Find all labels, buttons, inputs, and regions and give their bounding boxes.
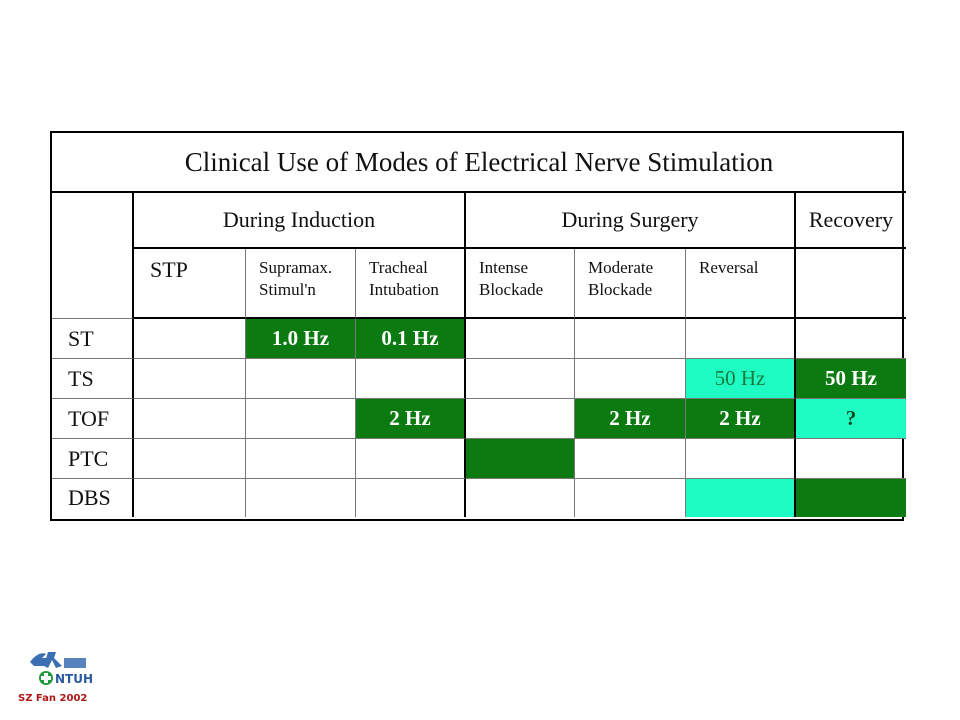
table-cell <box>134 319 246 359</box>
table-cell: 2 Hz <box>686 399 796 439</box>
ntuh-logo-icon: NTUH <box>30 652 93 686</box>
table-cell <box>246 479 356 517</box>
table-cell <box>134 399 246 439</box>
subheader-tracheal: Tracheal Intubation <box>356 249 466 319</box>
subheader-reversal: Reversal <box>686 249 796 319</box>
table-cell <box>466 479 575 517</box>
table-cell <box>796 479 906 517</box>
header-stub <box>52 193 134 319</box>
table-cell <box>134 479 246 517</box>
row-label-ts: TS <box>52 359 134 399</box>
subheader-stp: STP <box>134 249 246 319</box>
table-cell <box>134 439 246 479</box>
table-cell <box>796 319 906 359</box>
table-cell: 2 Hz <box>356 399 466 439</box>
subheader-recovery <box>796 249 906 319</box>
table-cell <box>575 439 686 479</box>
table-cell: 50 Hz <box>796 359 906 399</box>
table-title: Clinical Use of Modes of Electrical Nerv… <box>52 133 906 193</box>
table-cell <box>466 439 575 479</box>
table-cell: 50 Hz <box>686 359 796 399</box>
table-cell <box>246 399 356 439</box>
subheader-supramax: Supramax. Stimul'n <box>246 249 356 319</box>
table-cell: 1.0 Hz <box>246 319 356 359</box>
table-cell <box>686 439 796 479</box>
table-cell <box>796 439 906 479</box>
table-cell: ? <box>796 399 906 439</box>
row-label-tof: TOF <box>52 399 134 439</box>
table-cell <box>466 399 575 439</box>
group-header-recovery: Recovery <box>796 193 906 249</box>
table-cell <box>466 359 575 399</box>
table-cell <box>575 359 686 399</box>
table-cell <box>575 479 686 517</box>
table-cell <box>134 359 246 399</box>
subheader-moderate: Moderate Blockade <box>575 249 686 319</box>
group-header-induction: During Induction <box>134 193 466 249</box>
table-cell: 0.1 Hz <box>356 319 466 359</box>
table-cell <box>356 439 466 479</box>
ntuh-logo: NTUH <box>26 648 116 690</box>
table-cell <box>575 319 686 359</box>
group-header-surgery: During Surgery <box>466 193 796 249</box>
row-label-st: ST <box>52 319 134 359</box>
author-credit: SZ Fan 2002 <box>18 693 88 704</box>
table-cell: 2 Hz <box>575 399 686 439</box>
stimulation-table: Clinical Use of Modes of Electrical Nerv… <box>50 131 906 521</box>
row-label-ptc: PTC <box>52 439 134 479</box>
table-cell <box>466 319 575 359</box>
svg-text:NTUH: NTUH <box>55 672 93 686</box>
subheader-intense: Intense Blockade <box>466 249 575 319</box>
table-cell <box>356 359 466 399</box>
table-cell <box>246 359 356 399</box>
table-cell <box>686 319 796 359</box>
table-cell <box>356 479 466 517</box>
table-cell <box>686 479 796 517</box>
table-cell <box>246 439 356 479</box>
row-label-dbs: DBS <box>52 479 134 517</box>
